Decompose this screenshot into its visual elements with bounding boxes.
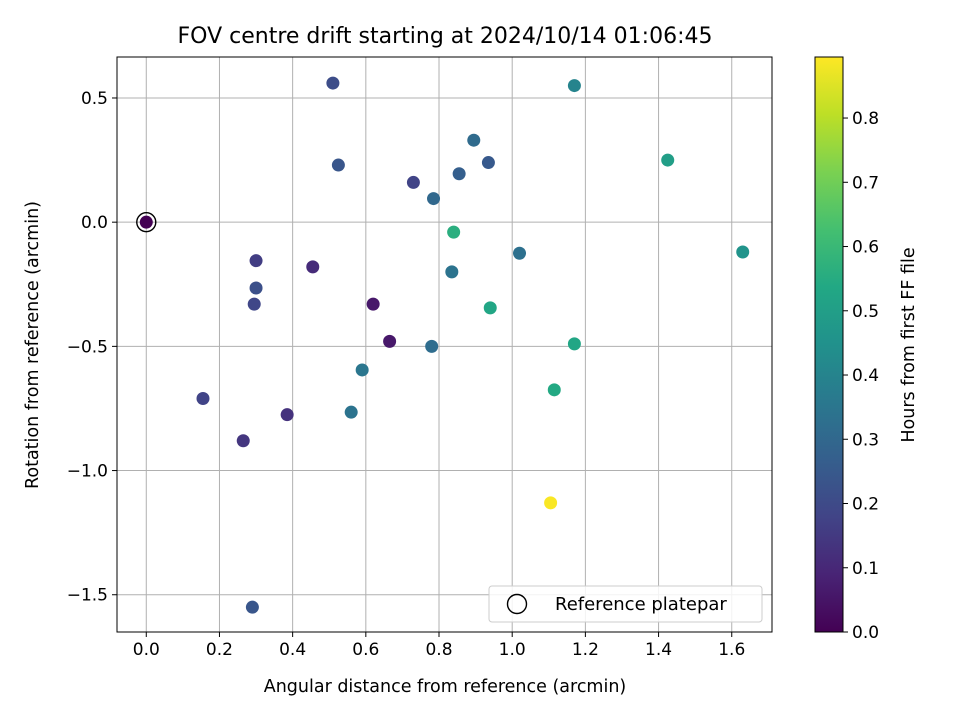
data-point bbox=[236, 434, 250, 448]
data-point bbox=[280, 408, 294, 422]
data-point bbox=[344, 405, 358, 419]
chart-title: FOV centre drift starting at 2024/10/14 … bbox=[178, 24, 713, 49]
colorbar: 0.0 0.1 0.2 0.3 0.4 0.5 0.6 0.7 0.8 Hours from f… bbox=[814, 56, 919, 643]
colorbar-tick-label: 0.2 bbox=[852, 495, 879, 515]
data-point bbox=[383, 334, 397, 348]
data-point bbox=[406, 175, 420, 189]
colorbar-tick-label: 0.4 bbox=[852, 366, 879, 386]
data-point bbox=[567, 79, 581, 93]
grid-lines bbox=[117, 57, 772, 632]
y-tick-label: −1.0 bbox=[67, 462, 108, 482]
legend-label: Reference platepar bbox=[555, 594, 727, 615]
plot-frame bbox=[116, 56, 773, 633]
data-point bbox=[483, 301, 497, 315]
data-point bbox=[544, 496, 558, 510]
y-tick-label: −1.5 bbox=[67, 586, 108, 606]
colorbar-tick-label: 0.3 bbox=[852, 430, 879, 450]
data-point bbox=[513, 246, 527, 260]
y-tick-label: −0.5 bbox=[67, 337, 108, 357]
x-tick-label: 0.8 bbox=[425, 640, 452, 660]
data-point bbox=[249, 254, 263, 268]
data-point bbox=[547, 383, 561, 397]
x-tick-label: 1.0 bbox=[499, 640, 526, 660]
data-point bbox=[427, 192, 441, 206]
x-tick-label: 0.0 bbox=[133, 640, 160, 660]
x-tick-label: 0.6 bbox=[352, 640, 379, 660]
x-tick-label: 1.2 bbox=[572, 640, 599, 660]
data-point bbox=[481, 156, 495, 170]
colorbar-tick-label: 0.5 bbox=[852, 302, 879, 322]
data-point bbox=[736, 245, 750, 259]
data-point bbox=[425, 339, 439, 353]
x-axis-ticks: 0.0 0.2 0.4 0.6 0.8 1.0 1.2 1.4 1.6 bbox=[133, 632, 745, 660]
data-point bbox=[196, 392, 210, 406]
y-axis-label: Rotation from reference (arcmin) bbox=[23, 201, 43, 489]
legend: Reference platepar bbox=[488, 585, 763, 623]
x-tick-label: 0.2 bbox=[206, 640, 233, 660]
legend-box bbox=[488, 585, 763, 623]
colorbar-label: Hours from first FF file bbox=[899, 247, 919, 442]
x-tick-label: 1.6 bbox=[718, 640, 745, 660]
y-axis-ticks: −1.5 −1.0 −0.5 0.0 0.5 bbox=[67, 89, 117, 606]
colorbar-gradient bbox=[814, 56, 844, 633]
legend-marker bbox=[506, 593, 528, 615]
colorbar-ticks: 0.0 0.1 0.2 0.3 0.4 0.5 0.6 0.7 0.8 bbox=[843, 109, 879, 643]
colorbar-tick-label: 0.1 bbox=[852, 559, 879, 579]
data-point bbox=[355, 363, 369, 377]
reference-marker bbox=[136, 211, 157, 233]
data-points bbox=[136, 76, 750, 614]
x-axis-label: Angular distance from reference (arcmin) bbox=[264, 677, 627, 697]
colorbar-tick-label: 0.7 bbox=[852, 173, 879, 193]
data-point bbox=[452, 167, 466, 181]
data-point bbox=[467, 133, 481, 147]
y-tick-label: 0.5 bbox=[81, 89, 108, 109]
data-point bbox=[331, 158, 345, 172]
x-tick-label: 0.4 bbox=[279, 640, 306, 660]
colorbar-tick-label: 0.8 bbox=[852, 109, 879, 129]
data-point bbox=[306, 260, 320, 274]
data-point bbox=[245, 600, 259, 614]
x-tick-label: 1.4 bbox=[645, 640, 672, 660]
data-point bbox=[445, 265, 459, 279]
colorbar-tick-label: 0.0 bbox=[852, 623, 879, 643]
data-point bbox=[661, 153, 675, 167]
colorbar-tick-label: 0.6 bbox=[852, 238, 879, 258]
data-point bbox=[567, 337, 581, 351]
data-point bbox=[249, 281, 263, 295]
data-point bbox=[447, 225, 461, 239]
data-point bbox=[247, 297, 261, 311]
data-point bbox=[139, 215, 153, 229]
data-point bbox=[366, 297, 380, 311]
y-tick-label: 0.0 bbox=[81, 213, 108, 233]
data-point bbox=[326, 76, 340, 90]
